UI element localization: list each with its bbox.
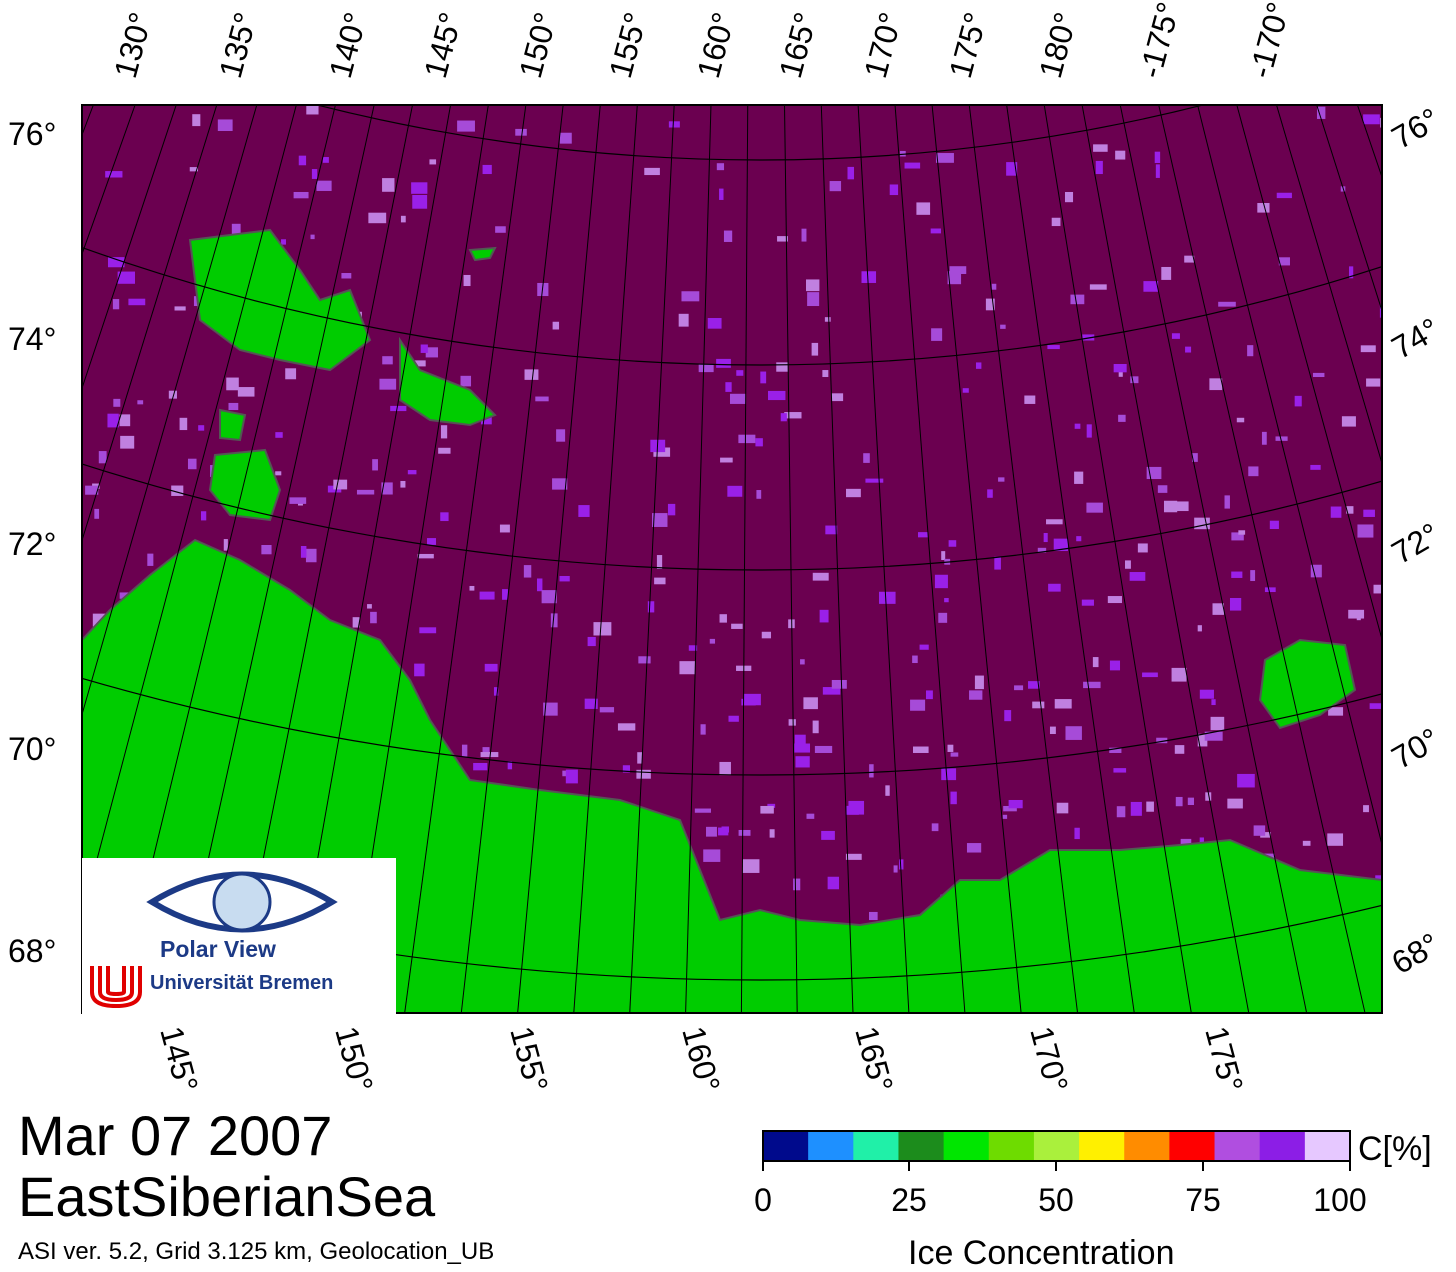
bottom-lon-labels: 145° 150° 155° 160° 165° 170° 175° (153, 1022, 1250, 1095)
colorbar-tick-label: 25 (891, 1182, 927, 1218)
left-lat-labels: 76° 74° 72° 70° 68° (8, 116, 56, 969)
top-lon-label: 135° (212, 9, 264, 82)
colorbar-tick-label: 0 (754, 1182, 772, 1218)
eye-icon (146, 871, 338, 933)
colorbar-title: Ice Concentration (908, 1234, 1175, 1272)
right-lat-label: 68° (1386, 926, 1446, 981)
colorbar-segment (1124, 1131, 1170, 1161)
top-lon-label: 140° (322, 9, 374, 82)
colorbar-tick-label: 100 (1313, 1182, 1367, 1218)
colorbar-segment (988, 1131, 1035, 1161)
top-lon-label: 175° (942, 9, 994, 82)
colorbar-segment (1259, 1131, 1306, 1161)
bottom-lon-label: 165° (848, 1022, 900, 1095)
map-frame (81, 104, 1383, 1014)
colorbar-segment (853, 1131, 899, 1161)
colorbar (763, 1131, 1351, 1161)
colorbar-segment (1079, 1131, 1125, 1161)
top-lon-label: 165° (772, 9, 824, 82)
colorbar-segment (1214, 1131, 1261, 1161)
bottom-lon-label: 145° (153, 1022, 205, 1095)
colorbar-tick-label: 50 (1038, 1182, 1074, 1218)
left-lat-label: 70° (8, 731, 56, 767)
top-lon-labels: 130° 135° 140° 145° 150° 155° 160° 165° 170° 175°… (107, 0, 1297, 82)
right-lat-label: 72° (1386, 516, 1446, 571)
left-lat-label: 74° (8, 321, 56, 357)
colorbar-segment (943, 1131, 990, 1161)
top-lon-label: 155° (602, 9, 654, 82)
bottom-lon-label: 170° (1023, 1022, 1075, 1095)
left-lat-label: 68° (8, 933, 56, 969)
top-lon-label: -170° (1242, 0, 1297, 82)
right-lat-label: 76° (1386, 101, 1446, 156)
colorbar-segment (808, 1131, 854, 1161)
top-lon-label: 150° (512, 9, 564, 82)
right-lat-label: 70° (1386, 721, 1446, 776)
logo-line2: Universität Bremen (150, 972, 334, 994)
bottom-lon-label: 160° (675, 1022, 727, 1095)
university-u-icon (90, 966, 142, 1009)
colorbar-segment (1304, 1131, 1351, 1161)
top-lon-label: 170° (857, 9, 909, 82)
colorbar-segment (1033, 1131, 1080, 1161)
region-title: EastSiberianSea (18, 1165, 436, 1228)
colorbar-unit: C[%] (1358, 1130, 1432, 1168)
right-lat-label: 74° (1386, 311, 1446, 366)
colorbar-segment (763, 1131, 809, 1161)
top-lon-label: 145° (417, 9, 469, 82)
left-lat-label: 76° (8, 116, 56, 152)
bottom-lon-label: 175° (1198, 1022, 1250, 1095)
top-lon-label: 160° (690, 9, 742, 82)
colorbar-segment (1169, 1131, 1216, 1161)
top-lon-label: 180° (1032, 9, 1084, 82)
bottom-lon-label: 150° (328, 1022, 380, 1095)
top-lon-label: -175° (1132, 0, 1187, 82)
colorbar-ticks (762, 1161, 1351, 1171)
top-lon-label: 130° (107, 9, 159, 82)
map-date: Mar 07 2007 (18, 1104, 333, 1167)
land (82, 228, 1382, 1013)
product-info: ASI ver. 5.2, Grid 3.125 km, Geolocation… (18, 1238, 495, 1265)
bottom-lon-label: 155° (503, 1022, 555, 1095)
logo-line1: Polar View (160, 936, 276, 962)
colorbar-tick-label: 75 (1185, 1182, 1221, 1218)
right-lat-labels: 76° 74° 72° 70° 68° (1386, 101, 1446, 981)
colorbar-segment (898, 1131, 945, 1161)
polar-view-logo: Polar View Universität Bremen (82, 858, 396, 1014)
left-lat-label: 72° (8, 526, 56, 562)
